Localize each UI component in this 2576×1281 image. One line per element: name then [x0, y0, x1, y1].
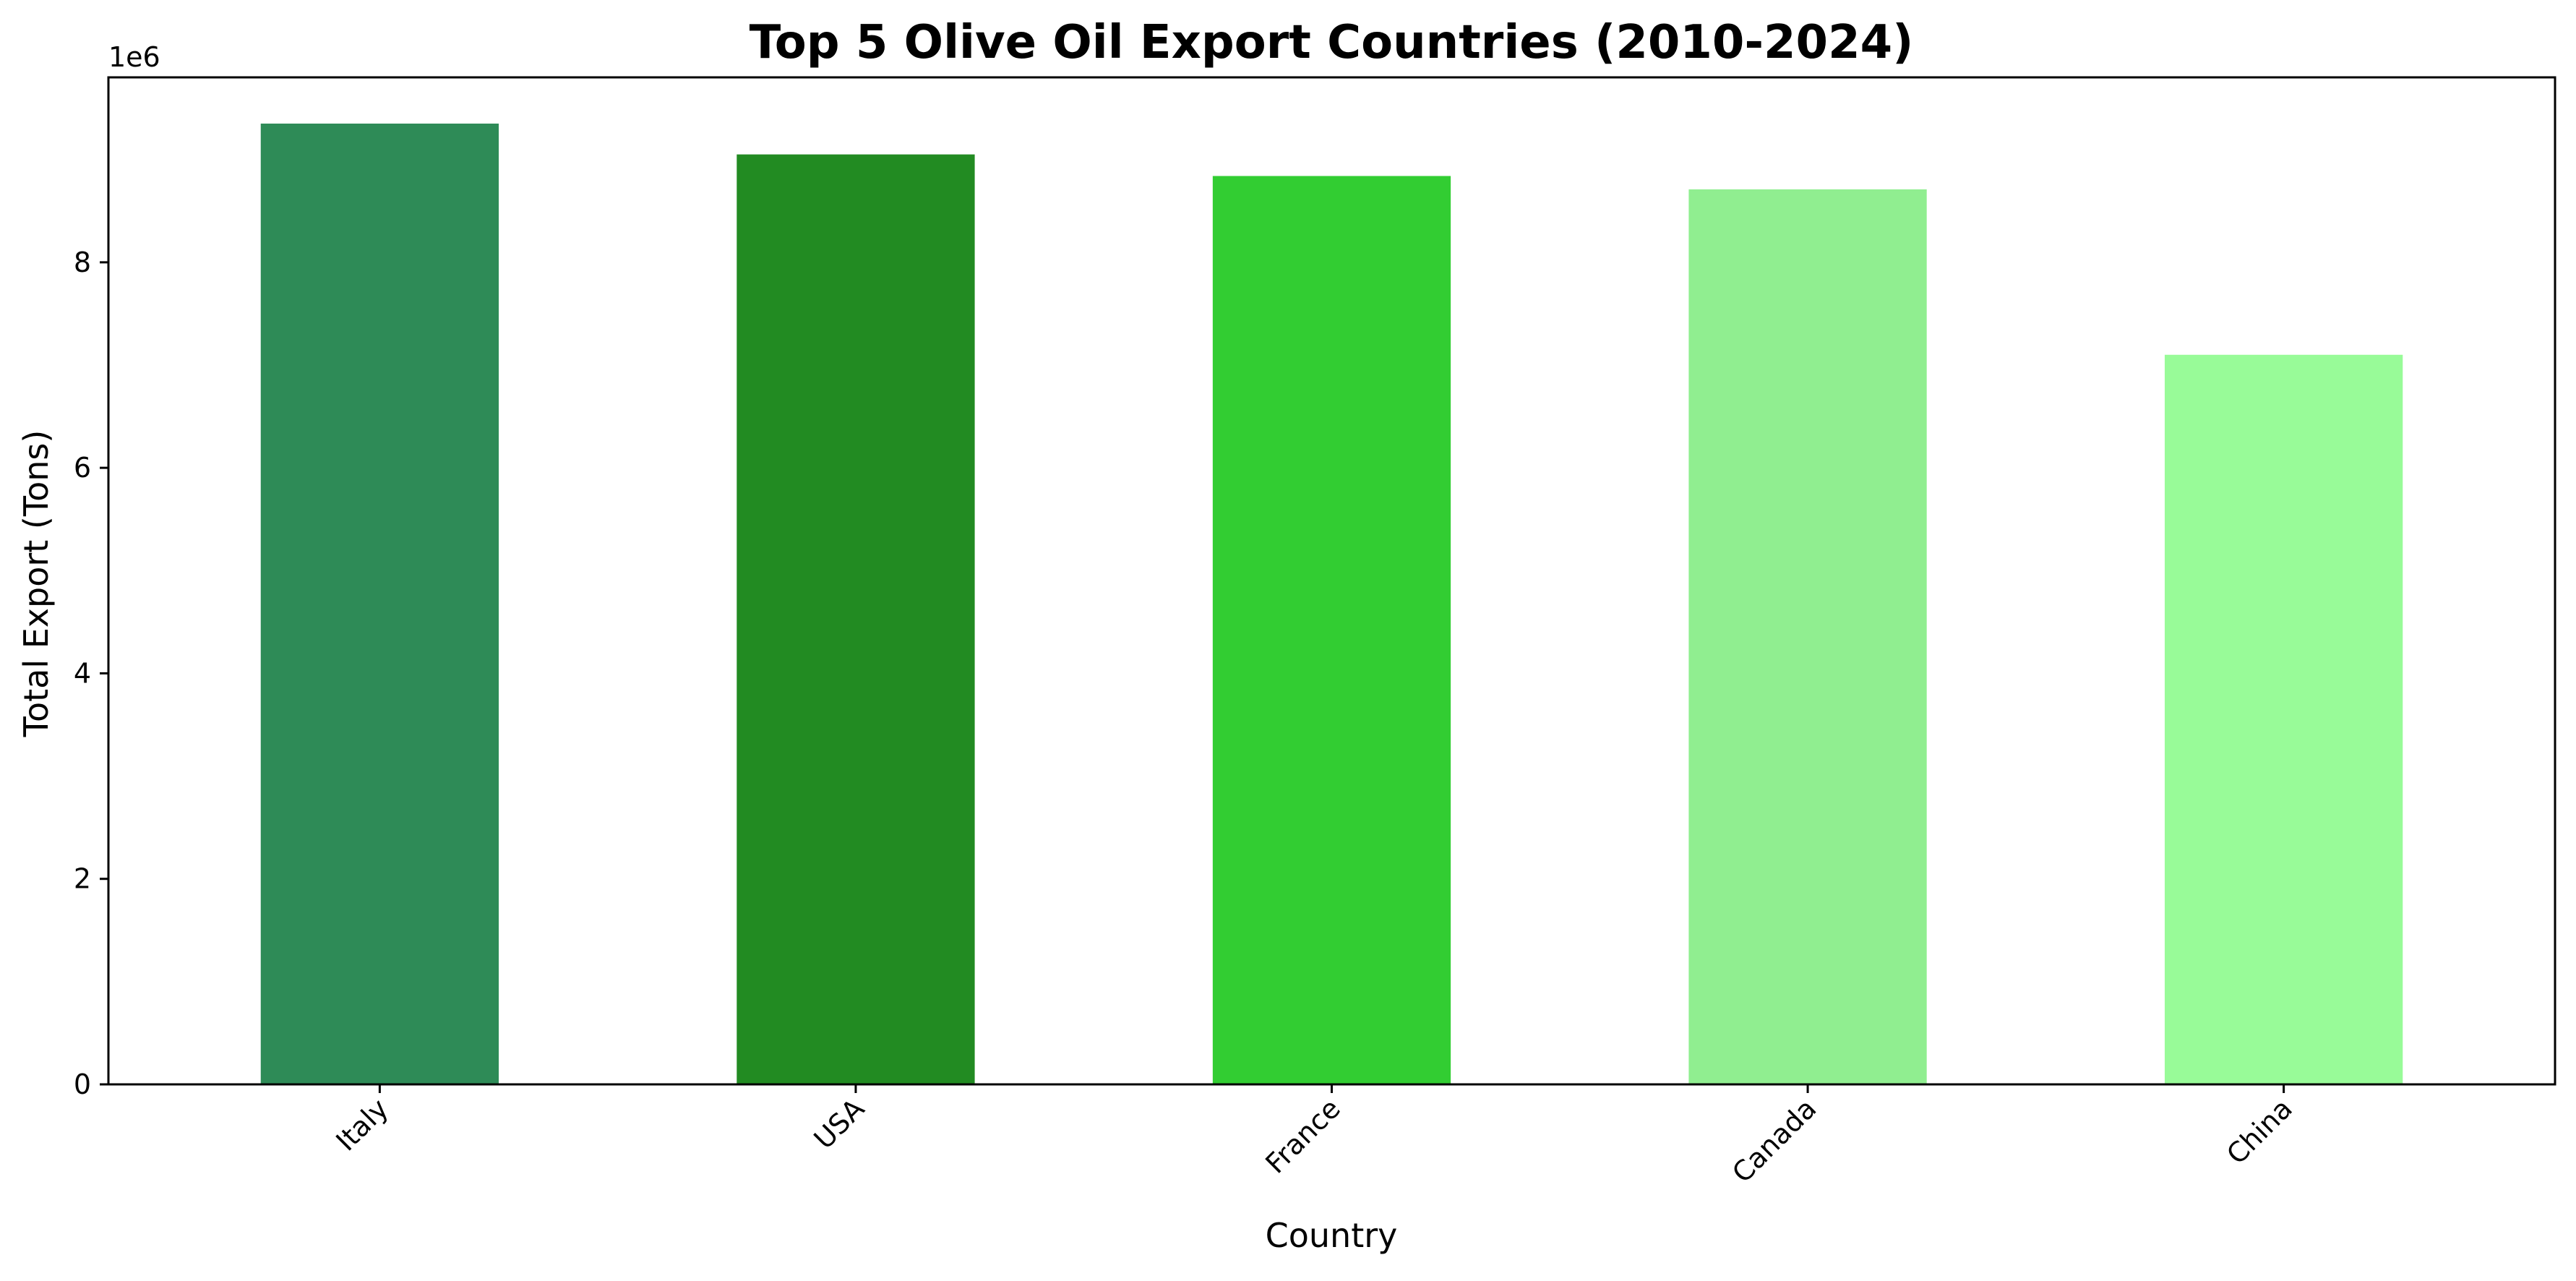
x-axis-label: Country [1266, 1216, 1398, 1255]
y-tick-label: 2 [74, 863, 91, 895]
y-tick-label: 6 [74, 452, 91, 484]
bar-france [1212, 176, 1451, 1084]
x-tick-label-usa: USA [808, 1092, 871, 1155]
x-tick-label-canada: Canada [1726, 1092, 1822, 1188]
x-tick-label-france: France [1259, 1092, 1346, 1179]
y-axis-label: Total Export (Tons) [17, 430, 56, 738]
bar-china [2164, 354, 2403, 1084]
bar-canada [1688, 189, 1927, 1085]
y-tick-label: 4 [74, 657, 91, 689]
x-tick-label-italy: Italy [330, 1092, 394, 1157]
y-tick-label: 0 [74, 1068, 91, 1100]
bar-usa [737, 154, 975, 1084]
chart-title: Top 5 Olive Oil Export Countries (2010-2… [750, 16, 1914, 69]
y-tick-label: 8 [74, 247, 91, 278]
x-tick-label-china: China [2220, 1092, 2298, 1170]
bars-layer [260, 123, 2403, 1085]
y-axis-offset-label: 1e6 [108, 41, 160, 73]
bar-italy [260, 123, 499, 1085]
